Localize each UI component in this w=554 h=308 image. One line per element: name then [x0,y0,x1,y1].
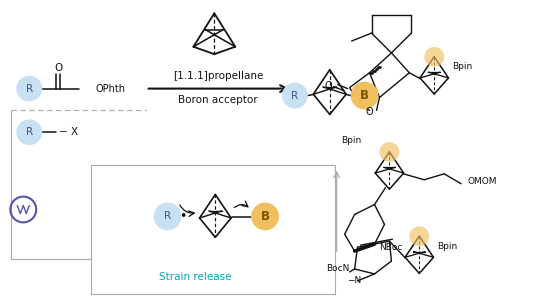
Text: Bpin: Bpin [341,136,362,145]
Text: Boron acceptor: Boron acceptor [178,95,258,105]
Text: −N: −N [347,276,362,285]
Text: BocN: BocN [326,265,350,274]
Circle shape [409,226,429,246]
Circle shape [351,82,378,109]
Text: O: O [54,63,62,73]
Text: OMOM: OMOM [467,177,496,186]
Circle shape [16,119,42,145]
Text: NBoc: NBoc [379,243,403,252]
Text: O: O [324,81,332,91]
Circle shape [282,83,308,108]
Circle shape [251,203,279,230]
Text: Strain release: Strain release [159,272,232,282]
Text: B: B [260,210,270,223]
Text: R: R [25,83,33,94]
Text: − X: − X [59,127,78,137]
Text: B: B [360,89,369,102]
Circle shape [16,76,42,101]
Text: •: • [179,210,186,223]
Circle shape [153,203,182,230]
Text: [1.1.1]propellane: [1.1.1]propellane [173,71,264,81]
Text: R: R [164,211,171,221]
Text: OPhth: OPhth [96,83,126,94]
Text: Bpin: Bpin [437,242,458,251]
Bar [91,165,335,294]
Text: R: R [291,91,299,100]
Circle shape [424,47,444,67]
Text: O: O [366,107,373,117]
Text: Bpin: Bpin [452,62,473,71]
Text: R: R [25,127,33,137]
Circle shape [379,142,399,162]
